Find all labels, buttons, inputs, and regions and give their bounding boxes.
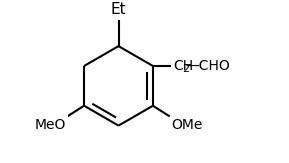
Text: 2: 2 — [182, 64, 189, 74]
Text: Et: Et — [111, 2, 126, 17]
Text: CH: CH — [173, 59, 193, 73]
Text: —CHO: —CHO — [186, 59, 230, 73]
Text: OMe: OMe — [171, 118, 203, 132]
Text: MeO: MeO — [34, 118, 66, 132]
